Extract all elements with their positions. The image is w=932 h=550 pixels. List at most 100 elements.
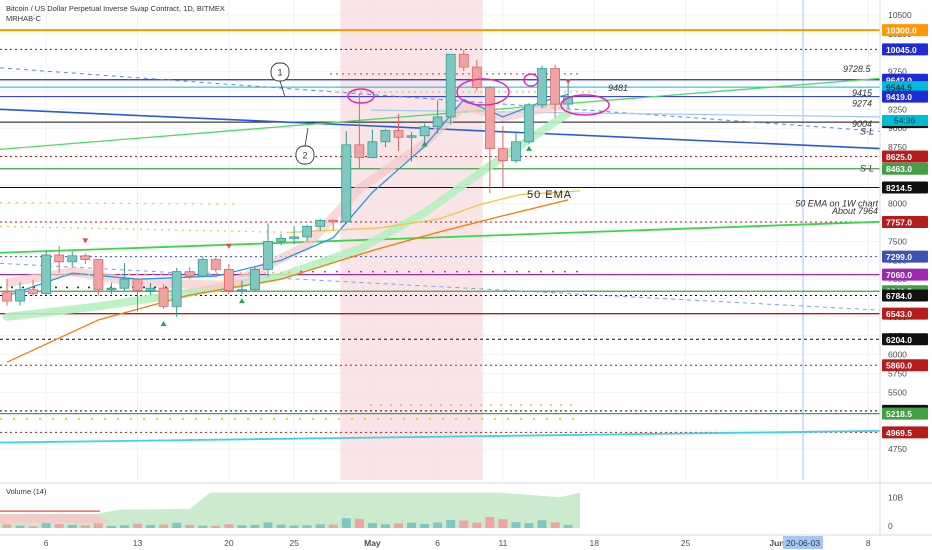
level-tag-label: 6784.0 — [886, 291, 912, 301]
time-tick-label: 25 — [289, 538, 299, 548]
green-uptrend-line — [0, 77, 880, 150]
volume-bar — [146, 524, 156, 528]
level-tag-label: 8214.5 — [886, 183, 912, 193]
level-tag — [882, 250, 928, 263]
volume-bar — [54, 524, 64, 528]
volume-bar — [198, 525, 208, 528]
green-support-line — [0, 220, 880, 254]
candle-body — [550, 68, 560, 105]
callout-pointer — [304, 127, 309, 147]
time-tick-label: 6 — [44, 538, 49, 548]
candle-body — [54, 254, 65, 263]
volume-bar — [276, 524, 286, 528]
callout-bubble — [270, 62, 290, 82]
candle-body — [276, 238, 286, 242]
price-tick-label: 9750 — [888, 67, 907, 77]
volume-bar — [472, 522, 482, 528]
time-tick-label: 18 — [590, 538, 600, 548]
price-pane: 12 — [0, 0, 880, 480]
candle-body — [210, 259, 221, 270]
weekly-ema-curve — [379, 190, 581, 229]
level-tag-label: 7757.0 — [886, 218, 912, 228]
50-ema-line — [6, 199, 569, 363]
buy-signal-marker — [421, 141, 428, 147]
orange-dots-row — [39, 271, 291, 277]
candle-body — [380, 130, 391, 143]
candle-body — [67, 255, 78, 263]
level-tag-label: 9642.0 — [886, 75, 912, 85]
price-tick-label: 8750 — [888, 142, 907, 152]
level-tag-label: 7060.0 — [886, 270, 912, 280]
candle-body — [145, 287, 156, 291]
annotation-label: S-L — [860, 164, 874, 174]
level-tag-label: 8463.0 — [886, 164, 912, 174]
buy-signal-marker — [526, 145, 532, 151]
volume-bar — [67, 524, 77, 528]
candle-body — [223, 268, 234, 291]
volume-bar — [433, 522, 443, 528]
price-tick-label: 7500 — [888, 236, 907, 246]
buy-signal-marker — [160, 320, 167, 326]
volume-bar — [380, 524, 390, 528]
volume-bar — [289, 525, 299, 528]
time-tick-label: May — [364, 538, 381, 548]
annotation-label: 9274 — [852, 99, 872, 109]
time-tick-label: 13 — [133, 538, 143, 548]
candle-body — [93, 259, 104, 291]
level-tag-label: 10300.0 — [886, 26, 917, 36]
volume-label: Volume (14) — [6, 487, 47, 496]
price-tick-label: 8000 — [888, 199, 907, 209]
volume-bar — [354, 518, 364, 528]
level-tag — [882, 407, 928, 420]
sell-signal-marker — [225, 243, 232, 249]
volume-bar — [133, 523, 142, 528]
candle-body — [184, 271, 195, 277]
candle-body — [419, 126, 430, 137]
volume-bar — [341, 518, 351, 528]
level-tag-label: 9544.5 — [886, 83, 912, 93]
annotation-label: S-L — [860, 127, 874, 137]
volume-ma-band — [0, 492, 580, 528]
volume-bar — [185, 524, 195, 528]
level-tag-label: 7299.0 — [886, 252, 912, 262]
annotation-label: 50 EMA — [527, 189, 572, 201]
volume-bar — [28, 526, 38, 528]
magenta-circles — [347, 73, 610, 116]
level-tag-label: 5860.0 — [886, 361, 912, 371]
volume-bar — [15, 525, 25, 528]
candle-body — [497, 148, 508, 162]
pink-ribbon — [6, 99, 570, 290]
level-tag — [882, 359, 928, 372]
volume-bar — [250, 524, 260, 528]
volume-bar — [172, 522, 182, 528]
time-tick-label: Jun — [769, 538, 784, 548]
volume-bar — [511, 522, 521, 528]
volume-bar — [367, 523, 377, 528]
candle-body — [537, 68, 547, 106]
candle-body — [354, 144, 365, 159]
volume-bar — [302, 525, 312, 528]
circle-annotation — [560, 94, 610, 116]
time-tick-label: 11 — [498, 538, 507, 548]
volume-red-band — [0, 514, 110, 524]
sell-signal-marker — [82, 238, 89, 244]
weekly-ema-left-dots — [0, 201, 241, 205]
callouts: 12 — [270, 62, 315, 165]
volume-bar — [237, 525, 247, 528]
candle-body — [406, 135, 417, 138]
volume-bar — [211, 525, 221, 528]
time-axis: 6 13 20 25 May 6 11 18 25 Jun 8 20-06-03 — [0, 534, 932, 549]
candle-body — [80, 255, 91, 260]
level-tag — [882, 426, 928, 439]
candle-body — [511, 141, 521, 162]
volume-bar — [563, 524, 573, 528]
level-tag-label: 5218.5 — [886, 409, 912, 419]
annotation-label: About 7964 — [831, 206, 878, 216]
candle-body — [484, 87, 495, 149]
volume-bar — [2, 524, 12, 528]
annotation-label: 50 EMA on 1W chart — [795, 198, 878, 208]
candle-body — [250, 268, 260, 291]
volume-bar — [315, 524, 325, 528]
